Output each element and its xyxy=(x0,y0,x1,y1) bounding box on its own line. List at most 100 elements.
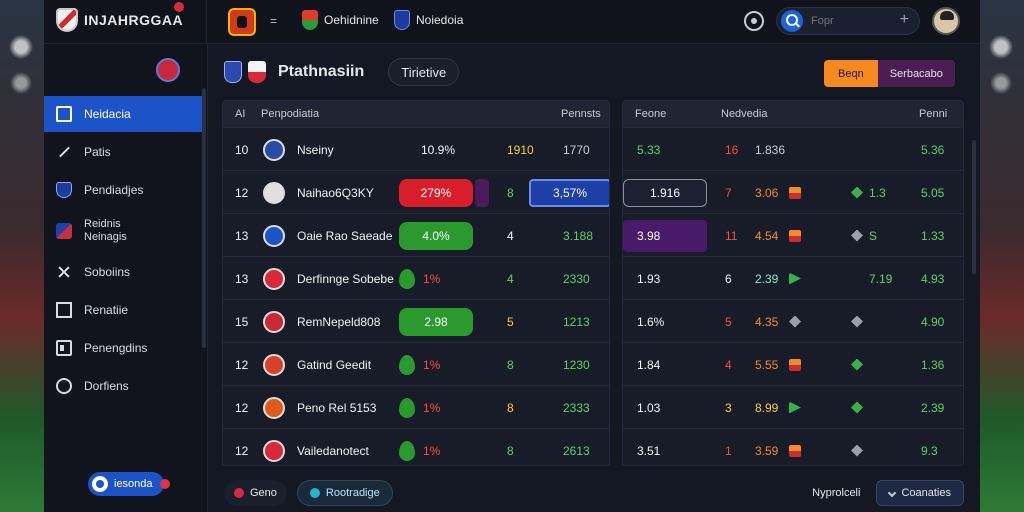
club-name: Vailedanotect xyxy=(297,443,369,458)
sidebar-item-label: Soboiins xyxy=(84,265,131,279)
table-row[interactable]: 5.33 16 1.836 5.36 xyxy=(623,127,963,170)
record-icon[interactable] xyxy=(744,11,764,31)
notification-heart-icon[interactable] xyxy=(174,2,184,12)
square-icon xyxy=(56,302,72,318)
club-crest-icon xyxy=(263,343,285,386)
tab-active[interactable]: Tirietive xyxy=(388,58,460,86)
column-header-name[interactable]: Penpodiatia xyxy=(261,108,320,120)
sidebar-scrollbar[interactable] xyxy=(202,88,206,348)
table-row[interactable]: 1.916 7 3.06 1.3 5.05 xyxy=(623,170,963,213)
row-number: 13 xyxy=(235,271,249,286)
footer-label: Nyprolceli xyxy=(812,487,861,499)
column-header-num[interactable]: AI xyxy=(235,108,246,120)
table-row[interactable]: 12 Vailedanotect 1% 8 2613 xyxy=(223,428,609,465)
table-row[interactable]: 3.98 11 4.54 S 1.33 xyxy=(623,213,963,256)
pct-chip[interactable]: 4.0% xyxy=(399,214,473,257)
trend-marker-icon xyxy=(789,429,801,465)
sidebar-item-0[interactable]: Neidacia xyxy=(44,96,202,132)
sidebar-item-3[interactable]: Reidnis Neinagis xyxy=(44,210,202,252)
cross-icon xyxy=(56,264,72,280)
club-name: Gatind Geedit xyxy=(297,357,372,372)
column-header-b[interactable]: Nedvedia xyxy=(721,108,768,120)
trend-marker-icon xyxy=(789,171,801,214)
club-name: Peno Rel 5153 xyxy=(297,400,377,415)
table-row[interactable]: 13 Derfinnge Sobebe 1% 4 2330 xyxy=(223,256,609,299)
table-row[interactable]: 12 Naihao6Q3KY 279% 8 3,57% xyxy=(223,170,609,213)
card-icon xyxy=(56,340,72,356)
footer-dropdown-button[interactable]: Coanaties xyxy=(876,480,964,506)
table-row[interactable]: 15 RemNepeld808 2.98 5 1213 xyxy=(223,299,609,342)
trend-marker-icon xyxy=(789,300,801,343)
pen-icon xyxy=(56,144,72,160)
sidebar-item-6[interactable]: Penengdins xyxy=(44,330,202,366)
sidebar-item-5[interactable]: Renatiie xyxy=(44,292,202,328)
cell-b2: 8.99 xyxy=(755,400,779,415)
column-header-c[interactable]: Penni xyxy=(919,108,948,120)
cell-b2: 5.55 xyxy=(755,357,779,372)
cell-a-chip[interactable]: 1.916 xyxy=(623,171,707,214)
sidebar-item-7[interactable]: Dorfiens xyxy=(44,368,202,404)
segment-a-button[interactable]: Beqn xyxy=(824,60,878,87)
table-row[interactable]: 1.93 6 2.39 7.19 4.93 xyxy=(623,256,963,299)
sidebar-item-1[interactable]: Patis xyxy=(44,134,202,170)
segmented-control: Beqn Serbacabo xyxy=(824,60,955,87)
value-chip[interactable]: 3,57% xyxy=(529,171,609,214)
club-badge-icon[interactable] xyxy=(228,8,256,36)
club-crest-icon xyxy=(263,386,285,429)
footer-button-b[interactable]: Rootradige xyxy=(296,480,393,506)
table-row[interactable]: 12 Peno Rel 5153 1% 8 2333 xyxy=(223,385,609,428)
column-header-value[interactable]: Pennsts xyxy=(561,108,601,120)
cell-b2: 2.39 xyxy=(755,271,779,286)
footer-dropdown-label: Coanaties xyxy=(901,487,951,499)
search-bar[interactable]: + xyxy=(776,7,920,35)
sidebar-pill-button[interactable]: iesonda xyxy=(88,472,170,496)
cell-c: 5.36 xyxy=(921,142,945,157)
trend-marker-icon xyxy=(789,214,801,257)
table-row[interactable]: 13 Oaie Rao Saeade 4.0% 4 3.188 xyxy=(223,213,609,256)
sidebar-item-4[interactable]: Soboiins xyxy=(44,254,202,290)
table-body: 5.33 16 1.836 5.36 1.916 7 3.06 1.3 5.05 3.98 11 4.… xyxy=(623,127,963,465)
table-row[interactable]: 1.03 3 8.99 2.39 xyxy=(623,385,963,428)
sidebar-item-2[interactable]: Pendiadjes xyxy=(44,172,202,208)
pct-chip: 1% xyxy=(399,429,441,465)
sidebar-logo-icon xyxy=(156,58,180,82)
mid-value: 4 xyxy=(507,271,514,286)
pct-chip[interactable]: 2.98 xyxy=(399,300,473,343)
team-a-crest-icon xyxy=(302,10,318,30)
cell-a-chip[interactable]: 3.98 xyxy=(623,214,707,257)
brand[interactable]: INJAHRGGAA xyxy=(56,8,183,32)
plus-icon[interactable]: + xyxy=(899,11,909,28)
status-marker-icon xyxy=(851,386,863,429)
search-input[interactable] xyxy=(811,15,881,27)
footer-button-a[interactable]: Geno xyxy=(224,480,287,506)
cell-a: 3.98 xyxy=(623,219,707,252)
standings-table: AI Penpodiatia Pennsts 10 Nseiny 10.9% 1910… xyxy=(222,100,610,466)
cell-b1: 11 xyxy=(725,228,738,243)
pct-value: 1% xyxy=(423,443,441,458)
sidebar-item-label: Renatiie xyxy=(84,303,129,317)
team-b[interactable]: Noiedoia xyxy=(394,10,463,30)
team-a[interactable]: Oehidnine xyxy=(302,10,379,30)
column-header-a[interactable]: Feone xyxy=(635,108,667,120)
drop-icon xyxy=(399,268,415,289)
table-row[interactable]: 1.6% 5 4.35 4.90 xyxy=(623,299,963,342)
table-row[interactable]: 1.84 4 5.55 1.36 xyxy=(623,342,963,385)
footer-right: Nyprolceli Coanaties xyxy=(812,480,964,506)
mid-value: 8 xyxy=(507,400,514,415)
search-icon[interactable] xyxy=(781,10,803,32)
table-scrollbar[interactable] xyxy=(972,140,976,274)
avatar[interactable] xyxy=(932,7,960,35)
table-row[interactable]: 3.51 1 3.59 9.3 xyxy=(623,428,963,465)
cell-b1: 16 xyxy=(725,142,739,157)
team-b-name: Noiedoia xyxy=(416,13,464,27)
table-row[interactable]: 12 Gatind Geedit 1% 8 1230 xyxy=(223,342,609,385)
segment-b-button[interactable]: Serbacabo xyxy=(877,60,955,87)
cell-b1: 3 xyxy=(725,400,732,415)
pct-chip[interactable]: 279% xyxy=(399,171,489,214)
mid-value: 5 xyxy=(507,314,514,329)
table-row[interactable]: 10 Nseiny 10.9% 1910 1770 xyxy=(223,127,609,170)
mid-value: 8 xyxy=(507,443,514,458)
table-header: Feone Nedvedia Penni xyxy=(623,101,963,127)
page-title: Ptathnasiin xyxy=(278,63,365,80)
cell-c: 1.36 xyxy=(921,357,945,372)
